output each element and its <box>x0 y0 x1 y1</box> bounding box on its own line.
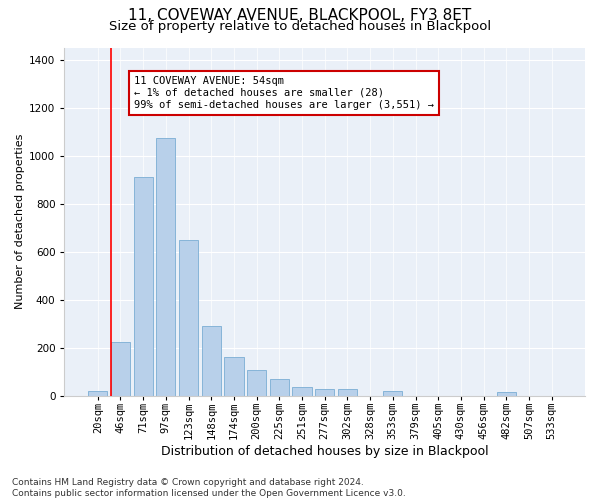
Bar <box>88 391 107 396</box>
X-axis label: Distribution of detached houses by size in Blackpool: Distribution of detached houses by size … <box>161 444 488 458</box>
Text: Size of property relative to detached houses in Blackpool: Size of property relative to detached ho… <box>109 20 491 33</box>
Text: Contains HM Land Registry data © Crown copyright and database right 2024.
Contai: Contains HM Land Registry data © Crown c… <box>12 478 406 498</box>
Bar <box>247 370 266 396</box>
Y-axis label: Number of detached properties: Number of detached properties <box>15 134 25 310</box>
Bar <box>497 392 516 396</box>
Bar <box>292 387 311 396</box>
Bar <box>134 177 153 396</box>
Bar <box>179 240 198 396</box>
Bar <box>202 326 221 396</box>
Bar <box>338 390 357 396</box>
Bar <box>224 358 244 396</box>
Bar <box>383 391 403 396</box>
Text: 11 COVEWAY AVENUE: 54sqm
← 1% of detached houses are smaller (28)
99% of semi-de: 11 COVEWAY AVENUE: 54sqm ← 1% of detache… <box>134 76 434 110</box>
Text: 11, COVEWAY AVENUE, BLACKPOOL, FY3 8ET: 11, COVEWAY AVENUE, BLACKPOOL, FY3 8ET <box>128 8 472 22</box>
Bar <box>269 379 289 396</box>
Bar <box>156 138 175 396</box>
Bar <box>315 390 334 396</box>
Bar <box>111 342 130 396</box>
